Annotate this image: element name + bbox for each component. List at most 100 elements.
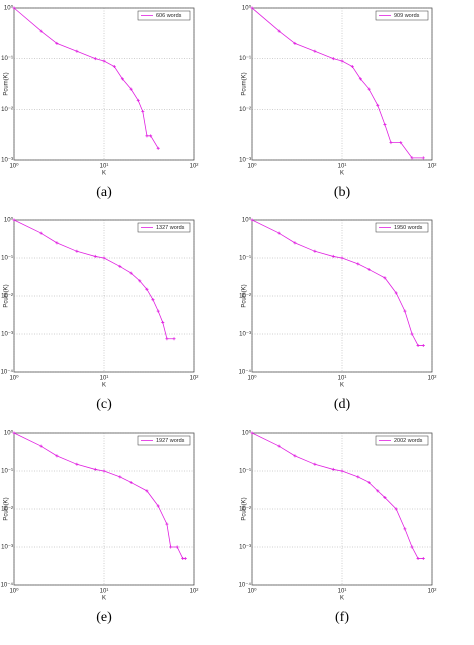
data-point (93, 254, 97, 258)
x-tick-label: 10¹ (100, 589, 109, 595)
x-tick-label: 10² (190, 376, 199, 382)
y-axis-label: Pcum(K) (242, 497, 248, 520)
data-point (172, 337, 176, 341)
x-tick-label: 10¹ (338, 589, 347, 595)
data-point (313, 249, 317, 253)
chart-panel: 10⁰ 10¹ 10² 10⁻⁴ 10⁻³ 10⁻² 10⁻¹ 10⁰ K Pcum(K) 1327… (1, 217, 199, 413)
data-point (410, 545, 414, 549)
data-point (340, 59, 344, 63)
data-point (313, 49, 317, 53)
y-tick-label: 10⁰ (4, 217, 14, 224)
caption: (b) (334, 185, 351, 200)
y-tick-label: 10⁻¹ (1, 56, 13, 62)
data-point (403, 309, 407, 313)
data-point (141, 110, 145, 114)
data-point (293, 241, 297, 245)
y-tick-label: 10⁻² (1, 507, 13, 513)
data-point (293, 41, 297, 45)
data-point (367, 267, 371, 271)
y-tick-label: 10⁻² (239, 507, 251, 513)
x-axis-label: K (340, 171, 344, 177)
caption: (d) (334, 397, 351, 412)
data-point (118, 475, 122, 479)
y-tick-label: 10⁻³ (1, 332, 13, 338)
y-tick-label: 10⁻² (1, 107, 13, 113)
data-line (251, 219, 424, 346)
data-point (55, 454, 59, 458)
data-point (350, 65, 354, 69)
data-point (410, 156, 414, 160)
x-tick-label: 10² (428, 164, 437, 170)
data-point (277, 231, 281, 235)
data-point (403, 527, 407, 531)
chart-panel: 10⁰ 10¹ 10² 10⁻⁴ 10⁻³ 10⁻² 10⁻¹ 10⁰ K Pcum(K) 1950… (239, 217, 437, 413)
data-point (12, 6, 16, 10)
caption: (c) (96, 397, 112, 412)
data-point (313, 462, 317, 466)
y-tick-label: 10⁻⁴ (1, 582, 14, 589)
legend-box (137, 222, 191, 233)
data-point (250, 431, 254, 435)
data-point (156, 309, 160, 313)
data-point (277, 29, 281, 33)
data-point (138, 279, 142, 283)
y-tick-label: 10⁻¹ (239, 256, 251, 262)
x-tick-label: 10⁰ (247, 163, 257, 170)
y-axis-label: Pcum(K) (4, 284, 10, 307)
data-point (169, 545, 173, 549)
data-point (55, 41, 59, 45)
data-point (183, 556, 187, 560)
y-tick-label: 10⁻¹ (1, 256, 13, 262)
y-tick-label: 10⁰ (4, 5, 14, 12)
data-point (389, 141, 393, 145)
data-point (331, 467, 335, 471)
data-point (145, 489, 149, 493)
data-point (394, 291, 398, 295)
legend-label: 2002 words (394, 438, 423, 444)
data-point (165, 522, 169, 526)
legend-box (375, 435, 429, 446)
data-point (118, 264, 122, 268)
data-point (102, 256, 106, 260)
data-point (383, 496, 387, 500)
legend-box (137, 435, 191, 446)
x-tick-label: 10⁰ (9, 588, 19, 595)
data-point (367, 480, 371, 484)
y-tick-label: 10⁰ (242, 5, 252, 12)
data-point (102, 469, 106, 473)
data-point (175, 545, 179, 549)
x-tick-label: 10⁰ (247, 588, 257, 595)
data-point (277, 444, 281, 448)
data-point (181, 556, 185, 560)
x-tick-label: 10¹ (338, 376, 347, 382)
data-point (39, 444, 43, 448)
x-tick-label: 10¹ (338, 164, 347, 170)
chart-panel: 10⁰ 10¹ 10² 10⁻⁴ 10⁻³ 10⁻² 10⁻¹ 10⁰ K Pcum(K) 2002… (239, 430, 437, 626)
data-point (129, 480, 133, 484)
x-tick-label: 10² (190, 164, 199, 170)
data-point (399, 141, 403, 145)
legend-label: 606 words (156, 13, 182, 19)
y-tick-label: 10⁻³ (239, 332, 251, 338)
data-point (145, 134, 149, 138)
data-point (75, 462, 79, 466)
y-tick-label: 10⁻¹ (239, 469, 251, 475)
data-point (421, 156, 425, 160)
y-tick-label: 10⁰ (4, 430, 14, 437)
data-point (376, 103, 380, 107)
data-point (129, 87, 133, 91)
x-tick-label: 10⁰ (9, 163, 19, 170)
y-tick-label: 10⁰ (242, 217, 252, 224)
data-point (136, 98, 140, 102)
data-point (383, 276, 387, 280)
legend-label: 1327 words (156, 225, 185, 231)
data-line (13, 7, 159, 149)
data-point (145, 287, 149, 291)
data-point (376, 489, 380, 493)
y-tick-label: 10⁻¹ (239, 56, 251, 62)
data-point (331, 254, 335, 258)
data-point (151, 298, 155, 302)
chart-panel: 10⁰ 10¹ 10² 10⁻³ 10⁻² 10⁻¹ 10⁰ K Pcum(K) 909 word… (239, 5, 436, 201)
data-point (55, 241, 59, 245)
